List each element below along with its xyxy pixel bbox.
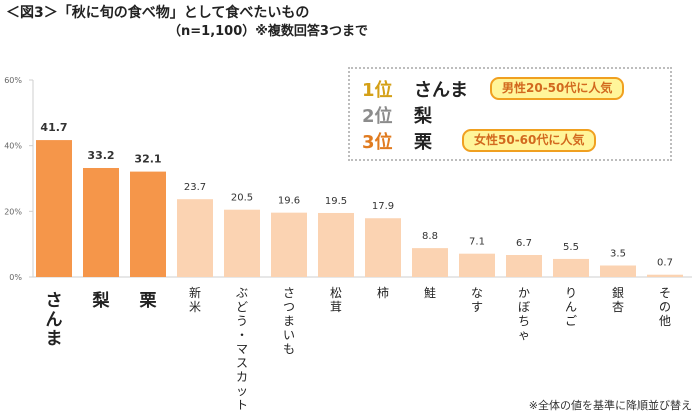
rank-label-1: 1位: [362, 80, 393, 101]
data-label: 17.9: [372, 201, 394, 212]
data-label: 23.7: [184, 182, 206, 193]
rank-label-2: 2位: [362, 106, 393, 127]
chart-subtitle: （n=1,100）※複数回答3つまで: [168, 24, 368, 39]
y-tick-label: 40%: [4, 142, 22, 151]
ranking-row-2: 2位 梨: [362, 103, 432, 127]
category-label: ぶどう・マスカット: [236, 286, 248, 412]
data-label: 33.2: [87, 149, 114, 162]
category-label: りんご: [565, 286, 577, 328]
bar: [412, 248, 448, 277]
category-label: なす: [471, 286, 483, 314]
category-label: 新米: [189, 285, 201, 314]
data-label: 3.5: [610, 249, 626, 260]
data-label: 41.7: [40, 121, 67, 134]
bar: [506, 255, 542, 277]
bar: [365, 218, 401, 277]
data-label: 0.7: [657, 258, 673, 269]
chart-title: ＜図3＞「秋に旬の食べ物」として食べたいもの: [6, 5, 310, 21]
y-tick-label: 60%: [4, 76, 22, 85]
bar: [177, 199, 213, 277]
data-label: 5.5: [563, 242, 579, 253]
category-label: 柿: [377, 285, 389, 300]
category-label: 梨: [92, 290, 111, 311]
data-label: 6.7: [516, 238, 532, 249]
bar: [130, 171, 166, 277]
rank-label-3: 3位: [362, 132, 393, 153]
data-label: 19.6: [278, 196, 300, 207]
ranking-row-3: 3位 栗: [362, 129, 432, 153]
data-label: 20.5: [231, 193, 253, 204]
category-label: 銀杏: [612, 286, 624, 314]
rank-item-1: さんま: [414, 80, 468, 101]
data-label: 19.5: [325, 196, 347, 207]
bar: [224, 209, 260, 277]
bar: [553, 258, 589, 277]
category-label: 栗: [140, 291, 157, 311]
footnote: ※全体の値を基準に降順並び替え: [528, 399, 692, 412]
ranking-row-1: 1位 さんま: [362, 77, 468, 101]
rank-item-2: 梨: [414, 106, 432, 127]
bar: [36, 140, 72, 277]
bar: [271, 212, 307, 277]
category-label: さつまいも: [283, 286, 295, 356]
bar: [600, 265, 636, 277]
bar: [647, 274, 683, 277]
category-label: かぼちゃ: [518, 286, 530, 342]
bar: [318, 212, 354, 277]
y-tick-label: 20%: [4, 207, 22, 216]
rank-item-3: 栗: [414, 132, 432, 153]
category-label: さんま: [46, 291, 63, 349]
category-label: その他: [659, 286, 671, 328]
data-label: 7.1: [469, 237, 485, 248]
bar: [83, 167, 119, 277]
y-tick-label: 0%: [9, 273, 22, 282]
callout-first: 男性20-50代に人気: [490, 77, 625, 100]
category-label: 松茸: [330, 286, 342, 314]
bar: [459, 253, 495, 277]
ranking-box: 1位 さんま 2位 梨 3位 栗 男性20-50代に人気 女性50-60代に人気: [348, 67, 672, 161]
callout-third: 女性50-60代に人気: [462, 129, 597, 152]
category-label: 鮭: [424, 285, 436, 300]
data-label: 32.1: [134, 153, 161, 166]
data-label: 8.8: [422, 231, 438, 242]
